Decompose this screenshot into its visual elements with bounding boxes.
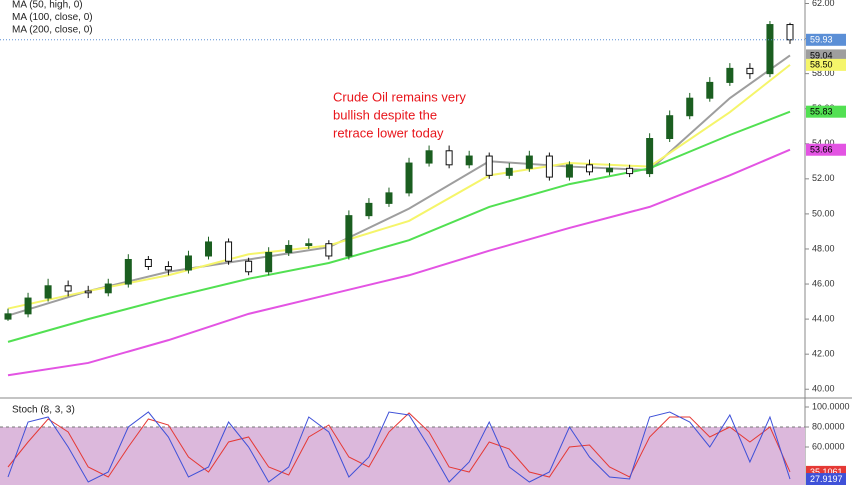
price-tag-label: 59.04	[810, 50, 833, 60]
candle-body	[666, 115, 674, 140]
candle-body	[626, 167, 634, 175]
candle-body	[646, 138, 654, 175]
candle-body	[405, 162, 413, 194]
y-tick-label: 58.00	[812, 68, 835, 78]
candle-body	[505, 167, 513, 176]
price-tag	[806, 105, 846, 118]
annotation: bullish despite the	[333, 107, 437, 122]
candle-body	[686, 97, 694, 117]
candle-body	[445, 150, 453, 166]
candle-body	[225, 241, 233, 262]
annotation: Crude Oil remains very	[333, 89, 466, 104]
candle-body	[425, 150, 433, 164]
y-tick-label: 48.00	[812, 243, 835, 253]
candle-body	[305, 243, 313, 246]
y-tick-label: 100.0000	[812, 401, 850, 411]
candle-body	[726, 67, 734, 83]
stoch-line	[7, 411, 791, 483]
candle-body	[265, 251, 273, 273]
candle-body	[465, 155, 473, 166]
price-tag	[806, 143, 846, 156]
price-tag	[806, 473, 846, 485]
legend-entry: MA (200, close, 0)	[12, 25, 93, 36]
candle-body	[4, 313, 12, 320]
overbought-oversold-band	[0, 427, 805, 485]
y-tick-label: 54.00	[812, 138, 835, 148]
annotation: retrace lower today	[333, 125, 444, 140]
candle-body	[245, 260, 253, 273]
candle-body	[565, 164, 573, 178]
moving-average	[7, 64, 791, 310]
candle-body	[325, 243, 333, 257]
candle-body	[124, 258, 132, 285]
price-tag	[806, 58, 846, 71]
y-tick-label: 42.00	[812, 349, 835, 359]
price-tag-label: 58.50	[810, 60, 833, 70]
price-tag	[806, 49, 846, 62]
candle-body	[44, 285, 52, 299]
candle-body	[205, 241, 213, 257]
candle-body	[24, 297, 32, 315]
stoch-line	[7, 412, 791, 478]
candle-body	[84, 290, 92, 294]
candle-body	[786, 24, 794, 41]
price-tag-label: 55.83	[810, 107, 833, 117]
panel-title: Stoch (8, 3, 3)	[12, 405, 75, 416]
candle-body	[345, 215, 353, 257]
moving-average	[7, 110, 791, 343]
candle-body	[545, 155, 553, 178]
candle-body	[365, 202, 373, 217]
candle-body	[285, 244, 293, 253]
candle-body	[585, 164, 593, 173]
legend-entry: MA (50, high, 0)	[12, 0, 83, 11]
candle-body	[485, 155, 493, 176]
candle-body	[766, 24, 774, 75]
price-tag-label: 53.66	[810, 145, 833, 155]
y-tick-label: 62.00	[812, 0, 835, 8]
price-tag-label: 27.9197	[810, 474, 843, 484]
price-tag	[806, 33, 846, 46]
y-tick-label: 50.00	[812, 208, 835, 218]
candle-body	[746, 67, 754, 75]
candle-body	[64, 285, 72, 292]
price-tag-label: 59.93	[810, 35, 833, 45]
y-tick-label: 40.00	[812, 384, 835, 394]
candle-body	[104, 283, 112, 294]
y-tick-label: 60.0000	[812, 441, 845, 451]
candle-body	[164, 266, 172, 271]
candle-body	[525, 155, 533, 169]
candle-body	[385, 192, 393, 204]
candle-body	[184, 255, 192, 271]
moving-average	[7, 148, 791, 377]
candle-body	[144, 258, 152, 268]
y-tick-label: 46.00	[812, 278, 835, 288]
y-tick-label: 80.0000	[812, 421, 845, 431]
candle-body	[606, 167, 614, 173]
candle-body	[706, 81, 714, 99]
y-tick-label: 52.00	[812, 173, 835, 183]
y-tick-label: 44.00	[812, 313, 835, 323]
price-tag-label: 35.1061	[810, 467, 843, 477]
moving-average	[7, 54, 791, 317]
legend-entry: MA (100, close, 0)	[12, 12, 93, 23]
